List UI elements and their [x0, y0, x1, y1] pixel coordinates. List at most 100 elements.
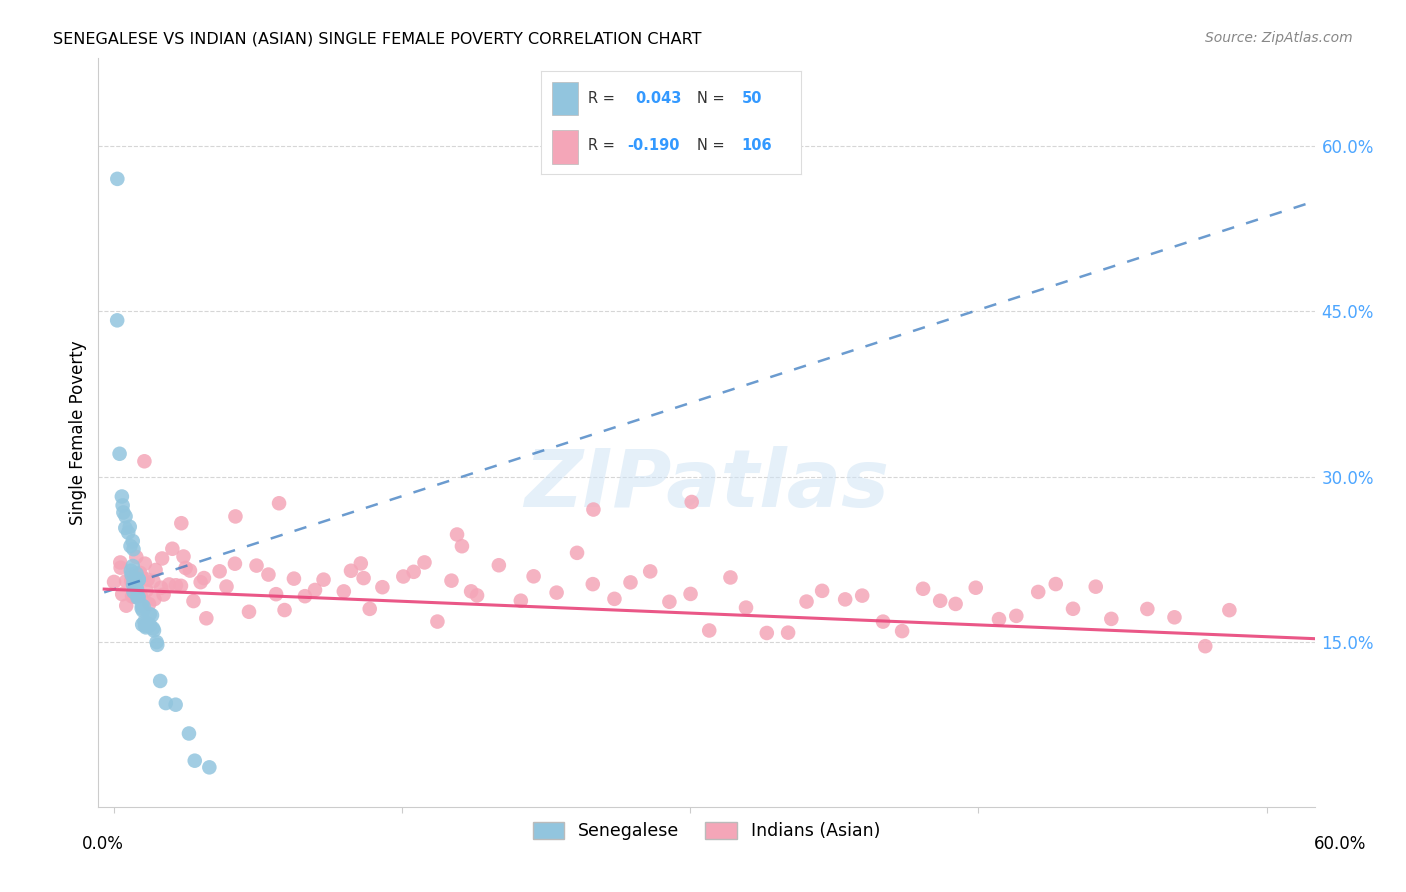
Point — [129, 589, 152, 603]
Point — [105, 172, 128, 186]
Legend: Senegalese, Indians (Asian): Senegalese, Indians (Asian) — [526, 814, 887, 847]
Point — [149, 673, 172, 688]
Point — [988, 612, 1011, 626]
Text: 0.043: 0.043 — [636, 91, 682, 106]
Point — [638, 565, 661, 579]
Point — [165, 698, 187, 712]
Point — [195, 611, 218, 625]
Point — [312, 573, 335, 587]
Point — [834, 592, 856, 607]
Point — [127, 591, 149, 605]
Point — [142, 621, 165, 635]
Point — [150, 581, 173, 595]
Point — [150, 551, 173, 566]
Text: 0.0%: 0.0% — [82, 835, 124, 853]
Point — [190, 575, 212, 590]
Point — [114, 521, 136, 535]
Point — [128, 573, 150, 587]
Point — [131, 570, 153, 584]
Point — [146, 638, 169, 652]
Point — [143, 624, 166, 638]
Point — [132, 604, 155, 618]
Point — [125, 582, 148, 597]
Point — [402, 565, 425, 579]
Point — [134, 454, 156, 468]
Point — [131, 617, 153, 632]
Point — [145, 635, 167, 649]
Point — [177, 726, 200, 740]
Text: SENEGALESE VS INDIAN (ASIAN) SINGLE FEMALE POVERTY CORRELATION CHART: SENEGALESE VS INDIAN (ASIAN) SINGLE FEMA… — [53, 31, 702, 46]
Point — [108, 447, 131, 461]
Point — [1194, 639, 1216, 653]
Point — [460, 584, 482, 599]
Point — [224, 557, 246, 571]
Point — [679, 587, 702, 601]
Point — [122, 578, 145, 592]
Point — [111, 490, 134, 504]
Point — [440, 574, 463, 588]
Point — [121, 567, 143, 582]
Point — [120, 539, 142, 553]
Text: N =: N = — [697, 138, 725, 153]
Point — [142, 574, 165, 588]
Y-axis label: Single Female Poverty: Single Female Poverty — [69, 341, 87, 524]
Point — [681, 495, 703, 509]
Text: -0.190: -0.190 — [627, 138, 679, 153]
Point — [1084, 580, 1107, 594]
Point — [183, 594, 205, 608]
Text: ZIPatlas: ZIPatlas — [524, 446, 889, 524]
Point — [111, 587, 134, 601]
Point — [122, 584, 145, 599]
Point — [451, 539, 474, 553]
Point — [125, 581, 148, 595]
Point — [811, 583, 834, 598]
Point — [134, 557, 156, 571]
Point — [1163, 610, 1185, 624]
Text: Source: ZipAtlas.com: Source: ZipAtlas.com — [1205, 31, 1353, 45]
Point — [965, 581, 987, 595]
Point — [165, 578, 187, 592]
Point — [120, 564, 142, 578]
Point — [139, 607, 162, 621]
FancyBboxPatch shape — [551, 130, 578, 163]
Point — [945, 597, 967, 611]
Point — [245, 558, 267, 573]
Point — [353, 571, 375, 585]
Point — [546, 585, 568, 599]
Point — [872, 615, 894, 629]
Point — [143, 592, 166, 607]
Point — [155, 696, 177, 710]
Point — [426, 615, 449, 629]
Point — [851, 589, 873, 603]
Point — [117, 525, 139, 540]
Point — [115, 599, 138, 613]
Point — [135, 583, 157, 598]
Point — [145, 563, 167, 577]
Point — [193, 571, 215, 585]
Point — [912, 582, 935, 596]
Text: 60.0%: 60.0% — [1313, 835, 1367, 853]
Point — [134, 619, 156, 633]
Text: 50: 50 — [741, 91, 762, 106]
Point — [755, 626, 778, 640]
Point — [134, 615, 156, 629]
Point — [124, 574, 146, 588]
Point — [267, 496, 290, 510]
Point — [1005, 608, 1028, 623]
Point — [139, 618, 162, 632]
Point — [465, 589, 488, 603]
Point — [120, 574, 142, 588]
Point — [735, 600, 758, 615]
Point — [413, 556, 436, 570]
Point — [264, 587, 287, 601]
Point — [891, 624, 914, 639]
Point — [778, 625, 800, 640]
Point — [118, 520, 141, 534]
Point — [1062, 601, 1084, 615]
FancyBboxPatch shape — [551, 82, 578, 115]
Point — [488, 558, 510, 573]
Point — [257, 567, 280, 582]
Point — [121, 534, 143, 549]
Point — [582, 502, 605, 516]
Point — [582, 577, 605, 591]
